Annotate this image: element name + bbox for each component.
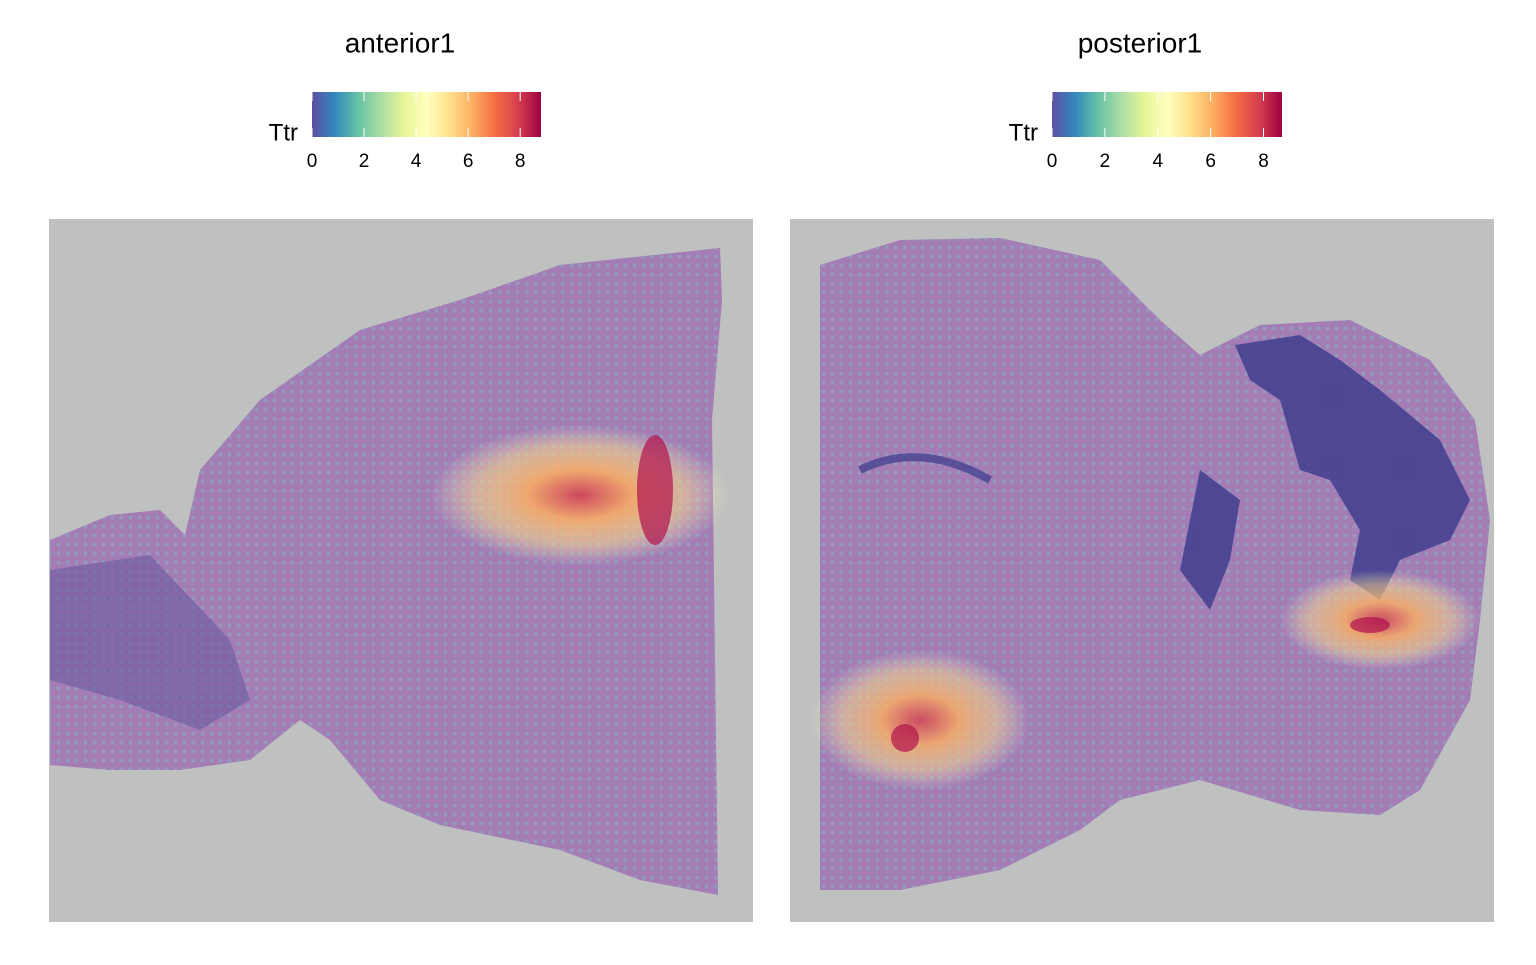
colorbar-tick-label: 4: [411, 151, 422, 172]
colorbar-tick-label: 6: [1205, 151, 1216, 172]
colorbar: [1052, 92, 1282, 137]
colorbar-tick-label: 0: [1047, 151, 1058, 172]
legend-title: Ttr: [269, 119, 298, 146]
colorbar-tick-label: 4: [1152, 151, 1163, 172]
colorbar-tick-label: 2: [1100, 151, 1111, 172]
legend-title: Ttr: [1009, 119, 1038, 146]
colorbar-tick-label: 2: [359, 151, 370, 172]
tissue-anterior: [49, 219, 753, 922]
colorbar-tick-label: 0: [307, 151, 318, 172]
panel-title: posterior1: [1078, 27, 1203, 58]
colorbar-tick-label: 8: [1258, 151, 1269, 172]
colorbar-tick-label: 6: [463, 151, 474, 172]
colorbar-tick-label: 8: [515, 151, 526, 172]
tissue-posterior: [790, 219, 1494, 922]
colorbar: [312, 92, 541, 137]
panel-title: anterior1: [345, 27, 456, 58]
